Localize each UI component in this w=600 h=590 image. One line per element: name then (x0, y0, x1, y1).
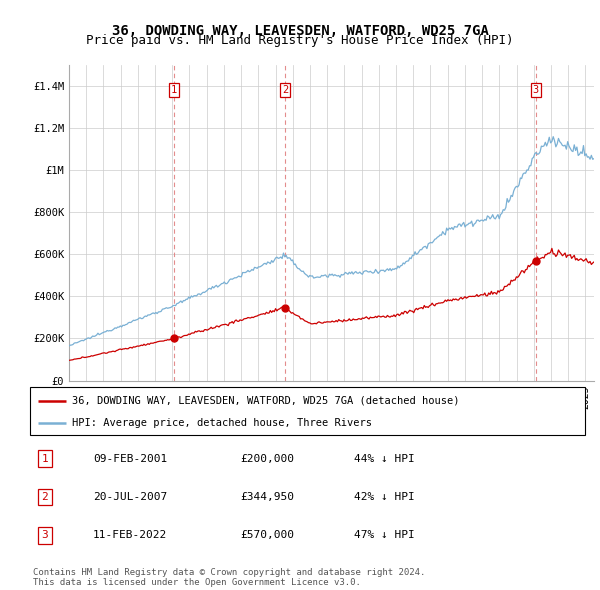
Text: £570,000: £570,000 (240, 530, 294, 540)
Text: 09-FEB-2001: 09-FEB-2001 (93, 454, 167, 464)
Text: Price paid vs. HM Land Registry's House Price Index (HPI): Price paid vs. HM Land Registry's House … (86, 34, 514, 47)
Text: £344,950: £344,950 (240, 492, 294, 502)
Text: 2: 2 (282, 85, 288, 95)
Text: 3: 3 (533, 85, 539, 95)
Text: 36, DOWDING WAY, LEAVESDEN, WATFORD, WD25 7GA: 36, DOWDING WAY, LEAVESDEN, WATFORD, WD2… (112, 24, 488, 38)
Text: 3: 3 (41, 530, 49, 540)
Text: 1: 1 (41, 454, 49, 464)
Text: HPI: Average price, detached house, Three Rivers: HPI: Average price, detached house, Thre… (71, 418, 371, 428)
Text: 42% ↓ HPI: 42% ↓ HPI (354, 492, 415, 502)
Text: £200,000: £200,000 (240, 454, 294, 464)
Text: 1: 1 (171, 85, 177, 95)
Text: 11-FEB-2022: 11-FEB-2022 (93, 530, 167, 540)
Text: 20-JUL-2007: 20-JUL-2007 (93, 492, 167, 502)
Text: 36, DOWDING WAY, LEAVESDEN, WATFORD, WD25 7GA (detached house): 36, DOWDING WAY, LEAVESDEN, WATFORD, WD2… (71, 395, 459, 405)
Text: 44% ↓ HPI: 44% ↓ HPI (354, 454, 415, 464)
Text: 47% ↓ HPI: 47% ↓ HPI (354, 530, 415, 540)
Text: Contains HM Land Registry data © Crown copyright and database right 2024.
This d: Contains HM Land Registry data © Crown c… (33, 568, 425, 587)
Text: 2: 2 (41, 492, 49, 502)
